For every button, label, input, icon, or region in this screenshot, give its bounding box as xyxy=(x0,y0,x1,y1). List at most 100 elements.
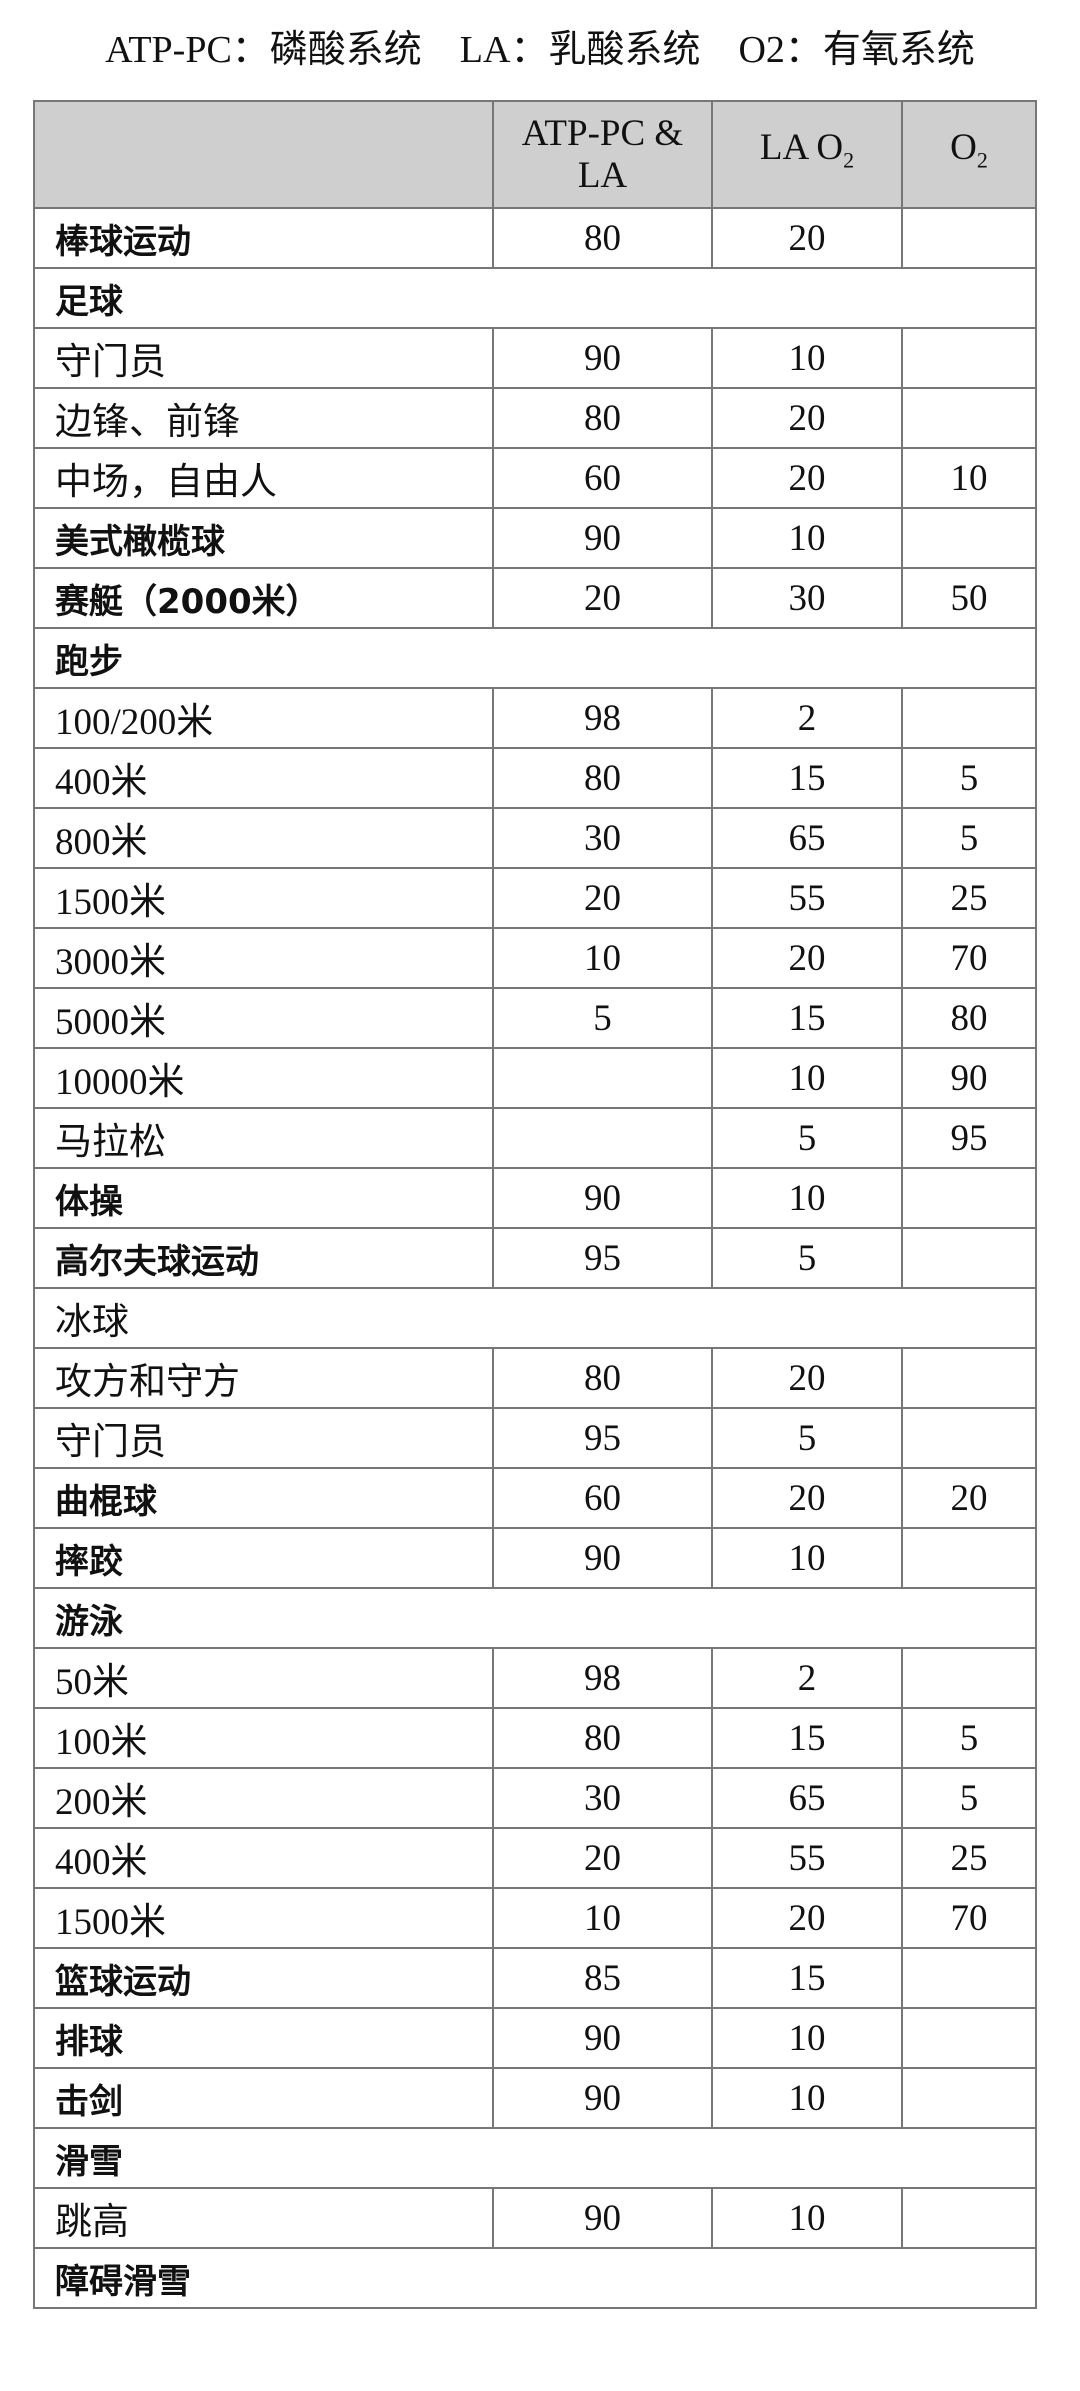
table-row: 5000米 5 15 80 xyxy=(33,987,1037,1049)
sport-category: 游泳 xyxy=(33,1587,1037,1649)
table-row: 200米 30 65 5 xyxy=(33,1767,1037,1829)
header-sport xyxy=(33,100,494,209)
atp-pc-la-value: 80 xyxy=(492,1347,713,1409)
o2-value xyxy=(901,2187,1037,2249)
la-o2-value: 10 xyxy=(711,507,903,569)
la-o2-value: 10 xyxy=(711,2187,903,2249)
table-row: 摔跤 90 10 xyxy=(33,1527,1037,1589)
o2-value: 5 xyxy=(901,747,1037,809)
sport-name: 100米 xyxy=(33,1707,494,1769)
sport-name: 1500米 xyxy=(33,1887,494,1949)
atp-pc-la-value: 60 xyxy=(492,1467,713,1529)
la-o2-value: 5 xyxy=(711,1227,903,1289)
table-row: 跑步 xyxy=(33,627,1037,689)
table-row: 守门员 90 10 xyxy=(33,327,1037,389)
la-o2-value: 15 xyxy=(711,987,903,1049)
o2-value xyxy=(901,387,1037,449)
o2-value: 20 xyxy=(901,1467,1037,1529)
atp-pc-la-value: 90 xyxy=(492,2067,713,2129)
atp-pc-la-value: 95 xyxy=(492,1407,713,1469)
sport-category: 跑步 xyxy=(33,627,1037,689)
table-row: 滑雪 xyxy=(33,2127,1037,2189)
sport-category: 冰球 xyxy=(33,1287,1037,1349)
o2-value xyxy=(901,1947,1037,2009)
atp-pc-la-value: 80 xyxy=(492,747,713,809)
o2-value xyxy=(901,507,1037,569)
atp-pc-la-value: 60 xyxy=(492,447,713,509)
sport-name: 曲棍球 xyxy=(33,1467,494,1529)
o2-value: 25 xyxy=(901,1827,1037,1889)
header-la-o2: LA O2 xyxy=(711,100,903,209)
table-row: 守门员 95 5 xyxy=(33,1407,1037,1469)
table-row: 曲棍球 60 20 20 xyxy=(33,1467,1037,1529)
o2-value xyxy=(901,327,1037,389)
o2-value xyxy=(901,1227,1037,1289)
sport-name: 摔跤 xyxy=(33,1527,494,1589)
atp-pc-la-value: 95 xyxy=(492,1227,713,1289)
table-row: 50米 98 2 xyxy=(33,1647,1037,1709)
la-o2-value: 15 xyxy=(711,747,903,809)
header-row: ATP-PC & LA LA O2 O2 xyxy=(33,100,1037,209)
o2-value xyxy=(901,1527,1037,1589)
la-o2-value: 20 xyxy=(711,207,903,269)
table-row: 1500米 20 55 25 xyxy=(33,867,1037,929)
atp-pc-la-value: 90 xyxy=(492,327,713,389)
atp-pc-la-value: 90 xyxy=(492,507,713,569)
table-row: 击剑 90 10 xyxy=(33,2067,1037,2129)
header-o2: O2 xyxy=(901,100,1037,209)
table-row: 3000米 10 20 70 xyxy=(33,927,1037,989)
atp-pc-la-value: 20 xyxy=(492,567,713,629)
o2-value: 50 xyxy=(901,567,1037,629)
sport-name: 高尔夫球运动 xyxy=(33,1227,494,1289)
energy-system-table: ATP-PC & LA LA O2 O2 棒球运动 80 20 足球 守门员 90 10 边锋… xyxy=(33,100,1037,2309)
la-o2-value: 10 xyxy=(711,327,903,389)
sport-name: 守门员 xyxy=(33,1407,494,1469)
o2-value: 5 xyxy=(901,1767,1037,1829)
table-row: 棒球运动 80 20 xyxy=(33,207,1037,269)
atp-pc-la-value: 80 xyxy=(492,387,713,449)
la-o2-value: 10 xyxy=(711,2067,903,2129)
table-row: 赛艇（2000米） 20 30 50 xyxy=(33,567,1037,629)
table-row: 篮球运动 85 15 xyxy=(33,1947,1037,2009)
la-o2-value: 20 xyxy=(711,447,903,509)
o2-value xyxy=(901,687,1037,749)
sport-name: 边锋、前锋 xyxy=(33,387,494,449)
atp-pc-la-value: 30 xyxy=(492,807,713,869)
o2-value: 5 xyxy=(901,1707,1037,1769)
o2-value: 90 xyxy=(901,1047,1037,1109)
atp-pc-la-value: 85 xyxy=(492,1947,713,2009)
o2-value xyxy=(901,2007,1037,2069)
o2-value xyxy=(901,1347,1037,1409)
la-o2-value: 5 xyxy=(711,1107,903,1169)
table-row: 障碍滑雪 xyxy=(33,2247,1037,2309)
table-row: 400米 80 15 5 xyxy=(33,747,1037,809)
table-row: 排球 90 10 xyxy=(33,2007,1037,2069)
sport-name: 50米 xyxy=(33,1647,494,1709)
la-o2-value: 10 xyxy=(711,1167,903,1229)
atp-pc-la-value: 90 xyxy=(492,1167,713,1229)
o2-value xyxy=(901,2067,1037,2129)
atp-pc-la-value: 80 xyxy=(492,207,713,269)
o2-value xyxy=(901,1407,1037,1469)
la-o2-value: 20 xyxy=(711,1887,903,1949)
la-o2-value: 20 xyxy=(711,927,903,989)
atp-pc-la-value xyxy=(492,1047,713,1109)
atp-pc-la-value: 90 xyxy=(492,2187,713,2249)
atp-pc-la-value: 98 xyxy=(492,687,713,749)
o2-value: 95 xyxy=(901,1107,1037,1169)
la-o2-value: 30 xyxy=(711,567,903,629)
la-o2-value: 20 xyxy=(711,1467,903,1529)
sport-name: 3000米 xyxy=(33,927,494,989)
atp-pc-la-value: 90 xyxy=(492,2007,713,2069)
o2-value xyxy=(901,1647,1037,1709)
atp-pc-la-value: 90 xyxy=(492,1527,713,1589)
table-row: 跳高 90 10 xyxy=(33,2187,1037,2249)
la-o2-value: 10 xyxy=(711,1527,903,1589)
table-row: 中场，自由人 60 20 10 xyxy=(33,447,1037,509)
atp-pc-la-value: 98 xyxy=(492,1647,713,1709)
sport-name: 篮球运动 xyxy=(33,1947,494,2009)
la-o2-value: 2 xyxy=(711,687,903,749)
la-o2-value: 15 xyxy=(711,1707,903,1769)
sport-name: 10000米 xyxy=(33,1047,494,1109)
o2-value: 5 xyxy=(901,807,1037,869)
